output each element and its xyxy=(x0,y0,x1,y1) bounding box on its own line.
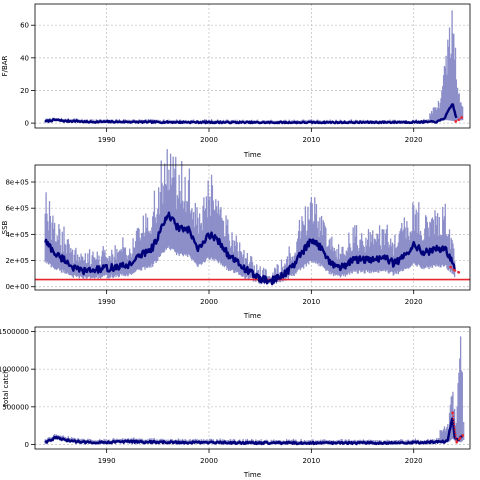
ssb-forecast-point-0 xyxy=(449,265,452,269)
fbar-estimate-line xyxy=(44,103,458,125)
ssb-uncertainty-band xyxy=(44,149,456,286)
fbar-forecast-point-2 xyxy=(460,116,464,119)
total-catch-forecast-line xyxy=(451,412,464,445)
fbar-x-tick-label-2000: 2000 xyxy=(200,136,218,144)
ssb-y-tick-label-3: 6e+05 xyxy=(5,205,29,213)
fbar-x-tick-label-2010: 2010 xyxy=(302,136,320,144)
ssb-x-tick-label-1990: 1990 xyxy=(98,298,116,306)
total-catch-y-axis-label: total catch xyxy=(2,369,10,406)
ssb-x-tick-label-2020: 2020 xyxy=(405,298,423,306)
fbar-x-tick-label-2020: 2020 xyxy=(405,136,423,144)
fbar-x-tick-label-1990: 1990 xyxy=(98,136,116,144)
total-catch-panel: 1990 2000 2010 2020 0 500000 1000000 1500000 Tim… xyxy=(0,326,471,479)
ssb-y-tick-label-2: 4e+05 xyxy=(5,231,29,239)
ssb-panel: 1990 2000 2010 2020 0e+00 2e+05 4e+05 6e+05 8e+0… xyxy=(1,149,471,320)
fbar-y-tick-label-0: 0 xyxy=(25,120,29,128)
total-catch-y-tick-label-1: 500000 xyxy=(2,403,29,411)
total-catch-uncertainty-band xyxy=(44,336,465,445)
fbar-y-tick-label-2: 40 xyxy=(20,54,29,62)
total-catch-y-tick-label-3: 1500000 xyxy=(0,328,29,336)
fbar-forecast-point-1 xyxy=(457,118,461,122)
ssb-x-tick-label-2010: 2010 xyxy=(302,298,320,306)
ssb-forecast-point-2 xyxy=(457,271,461,274)
ssb-y-axis-label: SSB xyxy=(1,220,9,234)
fbar-y-tick-label-3: 60 xyxy=(20,22,29,30)
fbar-uncertainty-band xyxy=(44,10,464,124)
fbar-y-axis-label: F/BAR xyxy=(1,55,9,76)
total-catch-forecast-point-0 xyxy=(451,411,454,415)
fbar-plot-frame xyxy=(34,3,471,129)
fbar-y-tick-label-1: 20 xyxy=(20,87,29,95)
ssb-x-axis-label: Time xyxy=(243,312,261,320)
total-catch-forecast-point-1 xyxy=(455,440,458,444)
ssb-forecast-point-1 xyxy=(453,269,456,272)
total-catch-forecast-point-2 xyxy=(458,437,462,440)
total-catch-y-tick-label-2: 1000000 xyxy=(0,366,29,374)
total-catch-x-tick-label-2000: 2000 xyxy=(200,457,218,465)
ssb-y-tick-label-0: 0e+00 xyxy=(5,283,29,291)
ssb-y-tick-label-4: 8e+05 xyxy=(5,179,29,187)
ssb-x-tick-label-2000: 2000 xyxy=(200,298,218,306)
fbar-panel: 1990 2000 2010 2020 0 20 40 60 Time F/BAR xyxy=(1,3,471,159)
total-catch-x-tick-label-2020: 2020 xyxy=(405,457,423,465)
ssb-y-tick-label-1: 2e+05 xyxy=(5,257,29,265)
total-catch-y-tick-label-0: 0 xyxy=(25,441,29,449)
total-catch-x-tick-label-2010: 2010 xyxy=(302,457,320,465)
total-catch-x-tick-label-1990: 1990 xyxy=(98,457,116,465)
total-catch-estimate-line xyxy=(44,417,464,446)
ssb-estimate-line xyxy=(44,211,456,286)
fbar-x-axis-label: Time xyxy=(243,151,261,159)
total-catch-x-axis-label: Time xyxy=(243,471,261,479)
fbar-forecast-point-0 xyxy=(454,120,457,123)
ssb-plot-frame xyxy=(34,164,471,291)
ssb-forecast-line xyxy=(450,266,460,274)
total-catch-forecast-point-3 xyxy=(461,434,465,437)
total-catch-plot-frame xyxy=(34,326,471,450)
